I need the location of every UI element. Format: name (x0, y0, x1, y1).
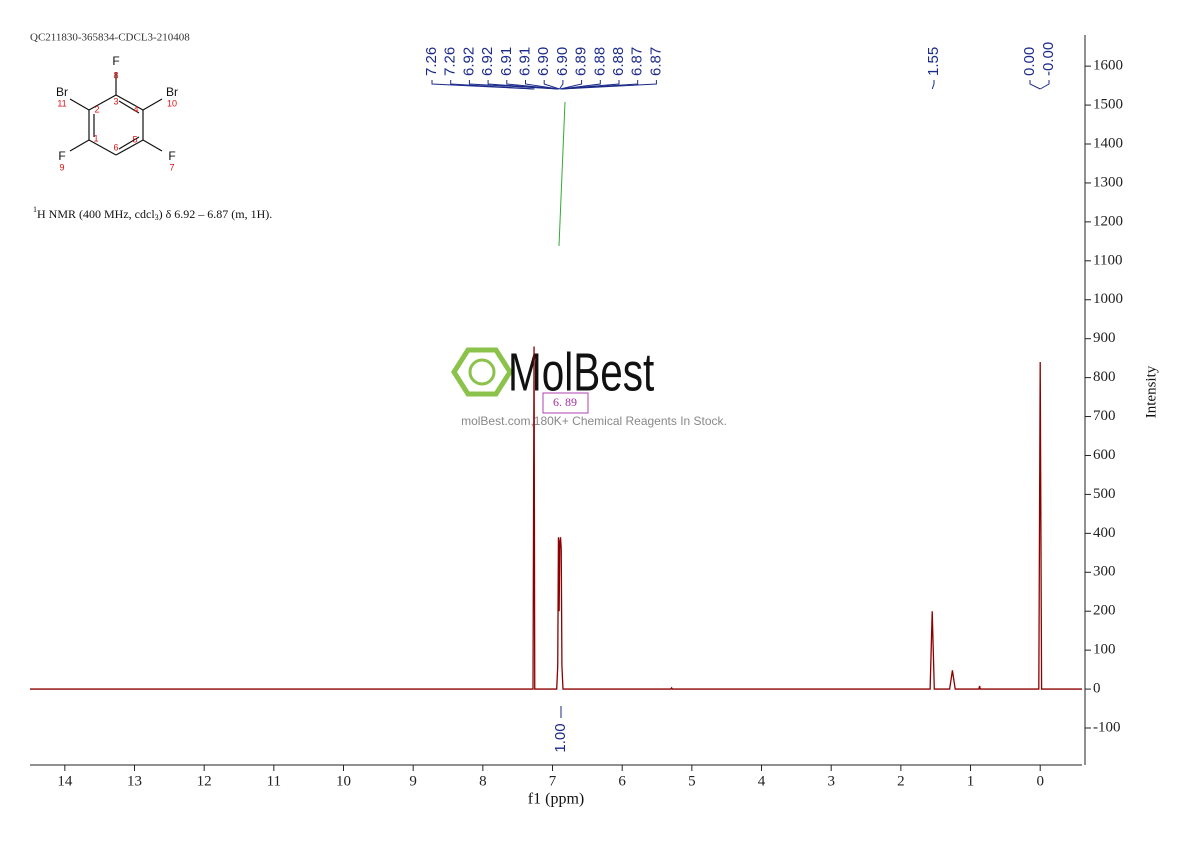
x-tick-label: 8 (479, 773, 487, 789)
y-tick-label: 1000 (1093, 291, 1123, 307)
y-tick-label: 1300 (1093, 174, 1123, 190)
chart-title: QC211830-365834-CDCL3-210408 (30, 32, 190, 44)
peak-connector (1029, 80, 1041, 90)
y-tick-label: 300 (1093, 564, 1116, 580)
y-axis-label: Intensity (1143, 365, 1159, 418)
atom-symbol: F (58, 149, 65, 163)
nmr-description: 1H NMR (400 MHz, cdcl3) δ 6.92 – 6.87 (m… (33, 205, 272, 222)
watermark-tagline: molBest.com,180K+ Chemical Reagents In S… (461, 414, 727, 428)
peak-connector (561, 80, 657, 90)
peak-label: 6.91 (498, 47, 515, 76)
peak-connector (1039, 80, 1050, 90)
peak-connector (559, 80, 564, 90)
main: H NMR (400 MHz, cdcl (37, 207, 155, 221)
x-tick-label: 11 (267, 773, 281, 789)
peak-label: 6.88 (591, 47, 608, 76)
x-tick-label: 1 (967, 773, 975, 789)
peak-label: 7.26 (423, 47, 440, 76)
atom-symbol: F (112, 54, 119, 68)
ring-number: 1 (93, 133, 98, 143)
peak-label: 6.90 (554, 47, 571, 76)
y-tick-label: 700 (1093, 408, 1116, 424)
x-tick-label: 2 (897, 773, 905, 789)
peak-label: 6.87 (629, 47, 646, 76)
molecule-bonds (69, 72, 163, 156)
x-tick-label: 0 (1036, 773, 1044, 789)
atom-number: 11 (57, 98, 66, 108)
peak-connector (560, 80, 583, 90)
spectrum-line (30, 346, 1082, 690)
x-tick-label: 14 (57, 773, 73, 789)
peak-connector (560, 80, 601, 90)
rest: ) δ 6.92 – 6.87 (m, 1H). (159, 207, 273, 221)
x-tick-label: 6 (618, 773, 626, 789)
watermark-logo (451, 347, 513, 397)
y-tick-label: 1200 (1093, 213, 1123, 229)
x-tick-label: 5 (688, 773, 696, 789)
peak-label: 7.26 (442, 47, 459, 76)
y-tick-label: 800 (1093, 369, 1116, 385)
peak-label: 6.87 (647, 47, 664, 76)
x-tick-label: 3 (827, 773, 835, 789)
peak-label: 6.90 (535, 47, 552, 76)
x-tick-label: 13 (127, 773, 142, 789)
ring-number: 4 (133, 104, 138, 114)
ring-number: 6 (113, 142, 118, 152)
peak-label: 6.92 (479, 47, 496, 76)
y-tick-label: 1100 (1093, 252, 1122, 268)
peak-label: 6.89 (573, 47, 590, 76)
atom-number: 7 (169, 162, 174, 172)
annotation-box (542, 392, 589, 414)
y-tick-label: 0 (1093, 681, 1101, 697)
peak-label: 0.00 (1021, 47, 1038, 76)
atom-number: 9 (59, 162, 64, 172)
annotation: 6. 89 (553, 395, 577, 409)
atom-symbol: F (168, 149, 175, 163)
y-tick-label: 600 (1093, 447, 1116, 463)
peak-label: 6.92 (460, 47, 477, 76)
peak-connector (931, 80, 935, 90)
y-tick-label: 500 (1093, 486, 1116, 502)
ring-number: 3 (113, 96, 118, 106)
peak-label: -0.00 (1040, 42, 1057, 76)
y-tick-label: 900 (1093, 330, 1116, 346)
y-tick-label: 1400 (1093, 135, 1123, 151)
peak-connector (450, 80, 535, 90)
peak-connector (487, 80, 559, 90)
peak-connector (506, 80, 559, 90)
atom-symbol: Br (166, 85, 178, 99)
y-tick-label: 400 (1093, 525, 1116, 541)
ring-number: 5 (132, 134, 137, 144)
atom-symbol: Br (56, 85, 68, 99)
x-tick-label: 4 (758, 773, 766, 789)
peak-connector (525, 80, 559, 90)
peak-label: 6.88 (610, 47, 627, 76)
sup: 1 (33, 205, 37, 214)
peak-connector (543, 80, 560, 90)
peak-label: 1.55 (925, 47, 942, 76)
x-axis-label: f1 (ppm) (528, 791, 584, 808)
x-tick-label: 9 (409, 773, 417, 789)
integral-label: 1.00 (552, 723, 569, 752)
integral-curve (558, 101, 566, 247)
y-tick-label: -100 (1093, 719, 1121, 735)
atom-number: 10 (167, 98, 177, 108)
x-tick-label: 10 (336, 773, 351, 789)
y-tick-label: 200 (1093, 603, 1116, 619)
y-tick-label: 1500 (1093, 97, 1123, 113)
watermark-brand: MolBest (508, 343, 654, 403)
atom-number: 8 (113, 70, 118, 80)
y-tick-label: 100 (1093, 642, 1116, 658)
x-tick-label: 12 (197, 773, 212, 789)
peak-label: 6.91 (516, 47, 533, 76)
sub: 3 (155, 213, 159, 222)
ring-number: 2 (94, 104, 99, 114)
x-tick-label: 7 (549, 773, 557, 789)
y-tick-label: 1600 (1093, 58, 1123, 74)
